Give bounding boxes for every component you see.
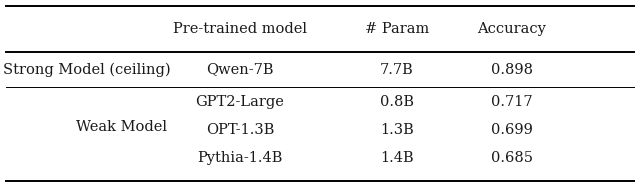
Text: GPT2-Large: GPT2-Large bbox=[196, 95, 284, 109]
Text: Weak Model: Weak Model bbox=[76, 120, 167, 134]
Text: Accuracy: Accuracy bbox=[477, 22, 547, 36]
Text: Pre-trained model: Pre-trained model bbox=[173, 22, 307, 36]
Text: # Param: # Param bbox=[365, 22, 429, 36]
Text: 1.4B: 1.4B bbox=[380, 151, 413, 165]
Text: 0.685: 0.685 bbox=[491, 151, 533, 165]
Text: 1.3B: 1.3B bbox=[380, 123, 413, 137]
Text: 0.717: 0.717 bbox=[491, 95, 533, 109]
Text: 0.898: 0.898 bbox=[491, 63, 533, 76]
Text: 0.699: 0.699 bbox=[491, 123, 533, 137]
Text: OPT-1.3B: OPT-1.3B bbox=[206, 123, 274, 137]
Text: Strong Model (ceiling): Strong Model (ceiling) bbox=[3, 62, 171, 77]
Text: 7.7B: 7.7B bbox=[380, 63, 413, 76]
Text: 0.8B: 0.8B bbox=[380, 95, 414, 109]
Text: Qwen-7B: Qwen-7B bbox=[206, 63, 274, 76]
Text: Pythia-1.4B: Pythia-1.4B bbox=[197, 151, 283, 165]
